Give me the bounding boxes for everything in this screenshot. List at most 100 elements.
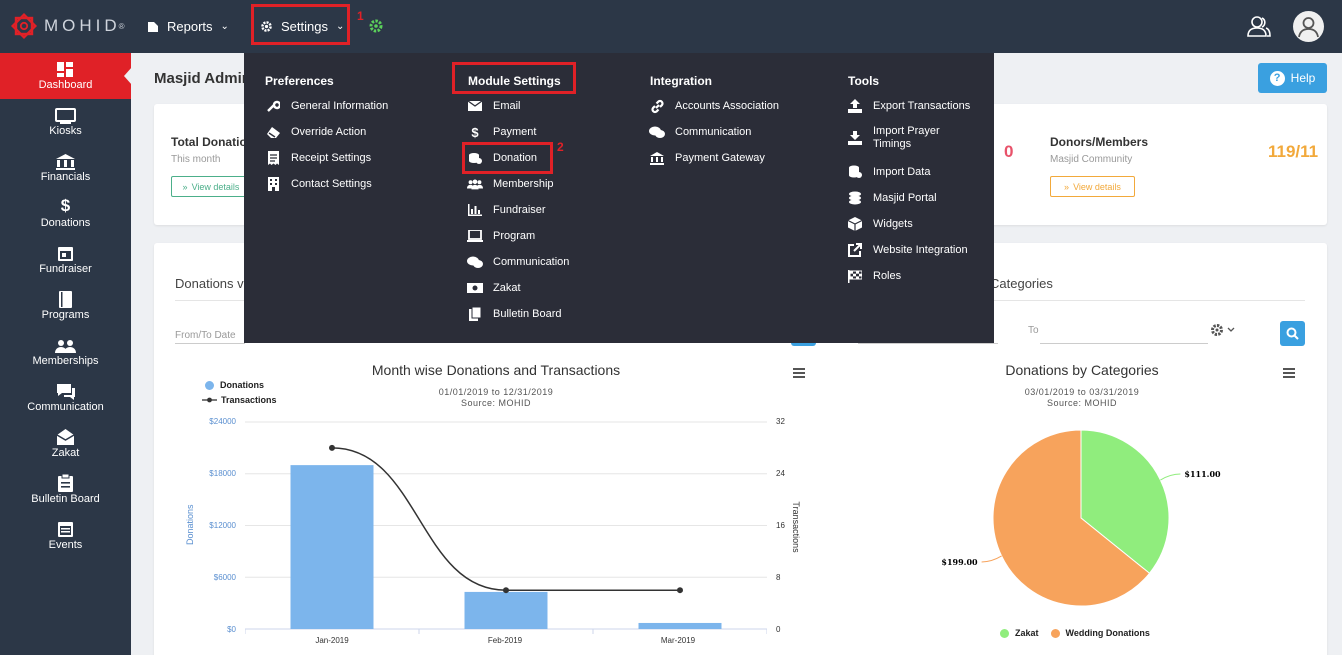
menu-item-masjid-portal[interactable]: Masjid Portal bbox=[847, 191, 937, 205]
bar-mar-2019[interactable] bbox=[638, 622, 722, 629]
menu-item-widgets[interactable]: Widgets bbox=[847, 217, 913, 231]
menu-item-communication[interactable]: Communication bbox=[467, 255, 569, 269]
menu-item-label: Payment bbox=[493, 126, 537, 138]
sidebar-item-label: Zakat bbox=[51, 447, 80, 459]
menu-item-import-prayer-timings[interactable]: Import Prayer Timings bbox=[847, 125, 967, 151]
menu-item-import-data[interactable]: Import Data bbox=[847, 165, 930, 179]
menu-item-contact-settings[interactable]: Contact Settings bbox=[265, 177, 372, 191]
download-icon bbox=[847, 131, 863, 145]
menu-item-donation[interactable]: Donation bbox=[467, 151, 537, 165]
envelope-icon bbox=[56, 429, 75, 445]
date-range-input[interactable]: From/To Date bbox=[175, 330, 236, 341]
money-bill-icon bbox=[467, 281, 483, 295]
menu-item-general-information[interactable]: General Information bbox=[265, 99, 388, 113]
menu-item-label: Receipt Settings bbox=[291, 152, 372, 164]
gear-dropdown-icon[interactable] bbox=[1209, 322, 1239, 338]
menu-item-receipt-settings[interactable]: Receipt Settings bbox=[265, 151, 371, 165]
input-underline bbox=[858, 343, 998, 344]
sidebar-item-programs[interactable]: Programs bbox=[0, 283, 131, 329]
right-panel-title: Categories bbox=[990, 276, 1053, 291]
bar-feb-2019[interactable] bbox=[464, 591, 548, 629]
legend-line-icon bbox=[202, 397, 217, 403]
bar-chart-menu-icon[interactable] bbox=[793, 368, 805, 380]
legend-item-wedding[interactable]: Wedding Donations bbox=[1050, 628, 1150, 638]
building-icon bbox=[265, 177, 281, 191]
pie-connector bbox=[1160, 473, 1181, 481]
legend-label: Donations bbox=[220, 380, 264, 390]
menu-item-label: Contact Settings bbox=[291, 178, 372, 190]
transactions-point-1[interactable] bbox=[503, 587, 509, 594]
bank-icon bbox=[56, 154, 75, 170]
menu-item-label: Donation bbox=[493, 152, 538, 164]
brand-logo[interactable]: MOHID ® bbox=[10, 12, 125, 40]
menu-item-bulletin-board[interactable]: Bulletin Board bbox=[467, 307, 562, 321]
sidebar-item-financials[interactable]: Financials bbox=[0, 145, 131, 191]
sidebar-item-memberships[interactable]: Memberships bbox=[0, 329, 131, 375]
menu-item-roles[interactable]: Roles bbox=[847, 269, 901, 283]
help-button[interactable]: ? Help bbox=[1258, 63, 1327, 93]
laptop-icon bbox=[467, 229, 483, 243]
legend-donations[interactable]: Donations bbox=[205, 380, 264, 390]
sidebar-item-donations[interactable]: $ Donations bbox=[0, 191, 131, 237]
pie-chart-plot: $111.00 $199.00 bbox=[941, 429, 1221, 607]
pie-slice-wedding-donations[interactable] bbox=[992, 429, 1151, 607]
sidebar-item-kiosks[interactable]: Kiosks bbox=[0, 99, 131, 145]
menu-item-website-integration[interactable]: Website Integration bbox=[847, 243, 968, 257]
sidebar-item-zakat[interactable]: Zakat bbox=[0, 421, 131, 467]
bar-chart-plot bbox=[245, 421, 767, 634]
bar-jan-2019[interactable] bbox=[290, 465, 374, 629]
menu-item-zakat[interactable]: Zakat bbox=[467, 281, 521, 295]
preferences-heading: Preferences bbox=[265, 74, 334, 88]
menu-item-integration-communication[interactable]: Communication bbox=[649, 125, 751, 139]
transactions-point-0[interactable] bbox=[329, 444, 335, 451]
stat-sub-donors: Masjid Community bbox=[1050, 154, 1133, 165]
sidebar-item-events[interactable]: Events bbox=[0, 513, 131, 559]
menu-item-accounts-association[interactable]: Accounts Association bbox=[649, 99, 779, 113]
menu-item-label: Email bbox=[493, 100, 521, 112]
transactions-point-2[interactable] bbox=[677, 587, 683, 594]
legend-transactions[interactable]: Transactions bbox=[202, 395, 277, 405]
green-gear-icon[interactable] bbox=[368, 18, 384, 34]
menu-item-fundraiser[interactable]: Fundraiser bbox=[467, 203, 546, 217]
legend-item-zakat[interactable]: Zakat bbox=[1000, 628, 1039, 638]
right-search-button[interactable] bbox=[1280, 321, 1305, 346]
nav-settings[interactable]: Settings ⌄ bbox=[260, 0, 344, 53]
tools-heading: Tools bbox=[848, 74, 880, 88]
y-tick: $12000 bbox=[209, 521, 236, 530]
sidebar: Dashboard Kiosks Financials $ Donations … bbox=[0, 53, 132, 655]
annotation-step-1: 1 bbox=[357, 9, 364, 23]
legend-dot-icon bbox=[1000, 628, 1009, 638]
double-chevron-icon: » bbox=[182, 181, 188, 192]
menu-item-payment-gateway[interactable]: Payment Gateway bbox=[649, 151, 765, 165]
sidebar-item-fundraiser[interactable]: Fundraiser bbox=[0, 237, 131, 283]
menu-item-label: Import Prayer Timings bbox=[873, 125, 940, 150]
to-date-input[interactable]: To bbox=[1028, 325, 1039, 336]
menu-item-export-transactions[interactable]: Export Transactions bbox=[847, 99, 970, 113]
sidebar-item-dashboard[interactable]: Dashboard bbox=[0, 53, 132, 99]
sidebar-item-communication[interactable]: Communication bbox=[0, 375, 131, 421]
input-underline bbox=[175, 343, 245, 344]
highlight-donation bbox=[462, 142, 553, 174]
users-outline-icon[interactable] bbox=[1246, 14, 1272, 38]
input-underline bbox=[1040, 343, 1208, 344]
menu-item-program[interactable]: Program bbox=[467, 229, 535, 243]
monitor-icon bbox=[55, 108, 76, 124]
sidebar-item-bulletin-board[interactable]: Bulletin Board bbox=[0, 467, 131, 513]
legend-label: Zakat bbox=[1015, 628, 1039, 638]
menu-item-membership[interactable]: Membership bbox=[467, 177, 554, 191]
view-details-donors-button[interactable]: » View details bbox=[1050, 176, 1135, 197]
menu-item-email[interactable]: Email bbox=[467, 99, 521, 113]
view-details-donations-button[interactable]: » View details bbox=[171, 176, 251, 197]
pie-chart-menu-icon[interactable] bbox=[1283, 368, 1295, 380]
legend-label: Transactions bbox=[221, 395, 277, 405]
wrench-icon bbox=[265, 99, 281, 113]
y-tick: $18000 bbox=[209, 469, 236, 478]
nav-reports[interactable]: Reports ⌄ bbox=[147, 0, 229, 53]
menu-item-label: Accounts Association bbox=[675, 100, 779, 112]
avatar[interactable] bbox=[1293, 11, 1324, 42]
settings-dropdown-menu: Preferences General Information Override… bbox=[244, 53, 994, 343]
users-icon bbox=[467, 177, 483, 191]
menu-item-label: Widgets bbox=[873, 218, 913, 230]
menu-item-payment[interactable]: $ Payment bbox=[467, 125, 537, 140]
menu-item-override-action[interactable]: Override Action bbox=[265, 125, 366, 139]
